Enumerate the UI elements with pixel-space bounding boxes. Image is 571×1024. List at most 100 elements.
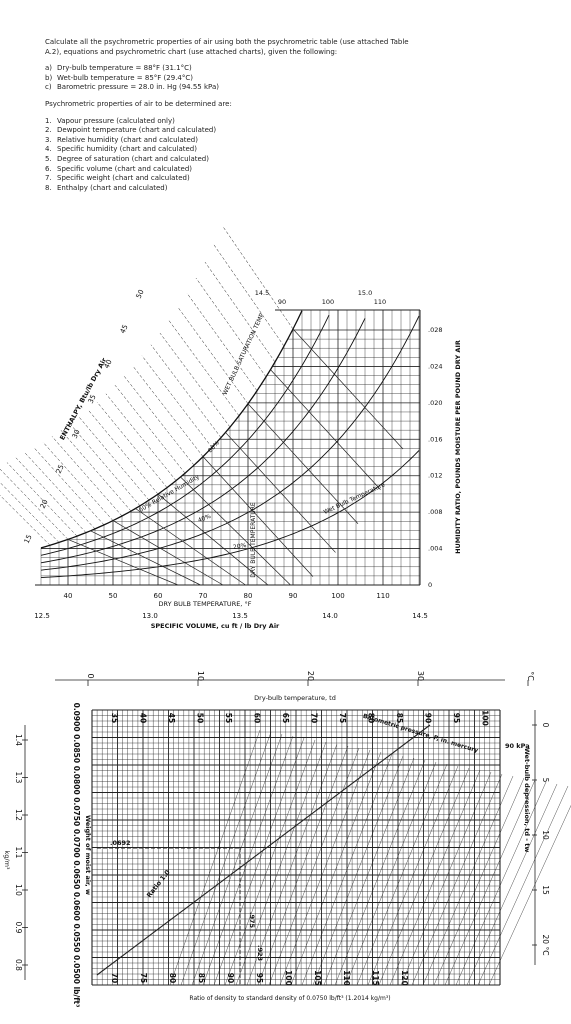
chart-line [411, 773, 503, 986]
chart-text: Dry-bulb temperature, td [254, 694, 336, 702]
chart-line [378, 767, 470, 986]
chart-text: 55 [224, 713, 233, 723]
rh-curve [40, 314, 330, 556]
chart-text: 5 [541, 778, 550, 783]
chart-text: 100 [331, 592, 344, 600]
chart-line [455, 781, 547, 986]
intro: Calculate all the psychrometric properti… [45, 38, 409, 56]
chart-line [488, 805, 571, 986]
chart-text: 20% [233, 542, 248, 551]
list-text: Degree of saturation (chart and calculat… [57, 154, 209, 163]
chart-line [204, 261, 276, 363]
chart-text: 90 [424, 713, 433, 723]
chart-line [270, 369, 381, 490]
chart-line [334, 759, 426, 986]
chart-line [292, 328, 404, 450]
chart-line [132, 366, 204, 457]
rh-curve [40, 318, 366, 564]
chart-text: 30 [416, 671, 425, 681]
chart-text: 60% Relative Humidity [138, 473, 201, 514]
chart-text: 95 [452, 713, 461, 723]
chart-text: 0 [428, 581, 432, 589]
chart-text: 80 [367, 713, 376, 723]
list-text: Specific weight (chart and calculated) [57, 174, 190, 183]
chart-line [180, 476, 291, 586]
chart-line [356, 763, 448, 986]
list-item: 4. Specific humidity (chart and calculate… [45, 145, 425, 155]
list-item: 7. Specific weight (chart and calculated) [45, 174, 425, 184]
list-text: Specific volume (chart and calculated) [57, 164, 193, 173]
chart-line [257, 745, 349, 986]
chart-text: 40% [197, 513, 212, 525]
list-text: Barometric pressure = 28.0 in. Hg (94.55… [57, 83, 219, 92]
chart-text: 80 [244, 592, 253, 600]
chart-text: 1.1 [14, 847, 23, 859]
chart-text: 0 [541, 723, 550, 728]
list-marker: 2. [45, 126, 52, 135]
chart-line [24, 452, 96, 530]
chart-text: 13.5 [232, 612, 248, 620]
chart-text: 40 [64, 592, 73, 600]
chart-text: Ratio of density to standard density of … [189, 995, 390, 1002]
rh-curve [40, 310, 303, 549]
chart-line [186, 293, 258, 391]
chart-text: 1.2 [14, 809, 23, 821]
chart-text: 15 [541, 885, 550, 895]
chart-text: .008 [428, 508, 442, 516]
chart-text: 100 [284, 970, 293, 986]
chart-text: 13.0 [142, 612, 158, 620]
chart-text: 85 [395, 713, 404, 723]
chart-text: Wet Bulb Temperature [323, 481, 387, 516]
chart-text: 90 kPa [505, 742, 530, 750]
list-marker: 3. [45, 135, 52, 144]
chart-text: 15.0 [358, 289, 372, 297]
chart-text: 80% [207, 439, 221, 454]
chart-text: 30 [71, 428, 82, 439]
chart-text: WET BULB SATURATION TEMP [222, 312, 266, 396]
chart-line [477, 785, 569, 986]
document: Calculate all the psychrometric properti… [45, 38, 425, 200]
list-text: Relative humidity (chart and calculated) [57, 135, 198, 144]
chart-text: 40 [103, 358, 114, 369]
chart-line [157, 493, 269, 586]
chart-text: .020 [428, 399, 442, 407]
list-item: b) Wet-bulb temperature = 85°F (29.4°C) [45, 74, 425, 84]
list-item: 1. Vapour pressure (calculated only) [45, 117, 425, 127]
list-marker: 1. [45, 116, 52, 125]
chart-text: 65 [281, 713, 290, 723]
chart-text: 0.8 [14, 959, 23, 971]
chart-text: SPECIFIC VOLUME, cu ft / lb Dry Air [151, 622, 280, 630]
chart-text: 75 [139, 973, 148, 983]
chart-text: 14.5 [412, 612, 428, 620]
chart-line [33, 447, 105, 526]
chart-line [0, 468, 69, 540]
chart-text: 110 [376, 592, 389, 600]
chart-line [400, 771, 492, 986]
chart-text: 60 [154, 592, 163, 600]
chart-line [105, 393, 177, 481]
chart-text: 25 [55, 463, 66, 474]
chart-line [224, 739, 316, 986]
list-marker: 5. [45, 154, 52, 163]
chart-text: 100 [322, 298, 334, 306]
chart-text: HUMIDITY RATIO, POUNDS MOISTURE PER POUN… [454, 340, 462, 554]
chart-text: 14.0 [322, 612, 338, 620]
list-marker: b) [45, 73, 53, 82]
chart-line [290, 751, 382, 986]
chart-text: 50 [109, 592, 118, 600]
chart-text: 35 [110, 713, 119, 723]
chart-line [389, 769, 481, 986]
list-item: 5. Degree of saturation (chart and calcul… [45, 155, 425, 165]
chart-text: .024 [428, 362, 442, 370]
chart-line [0, 494, 51, 546]
properties-list: 1. Vapour pressure (calculated only) 2. Dew… [45, 117, 425, 194]
list-text: Specific humidity (chart and calculated) [57, 145, 197, 154]
chart-text: Ratio 1.0 [145, 868, 172, 899]
chart-text: .975 [248, 912, 256, 929]
chart-text: 10 [196, 671, 205, 681]
list-marker: 6. [45, 164, 52, 173]
chart-text: 0 [86, 673, 95, 678]
chart-line [202, 456, 314, 577]
chart-text: 70 [110, 973, 119, 983]
